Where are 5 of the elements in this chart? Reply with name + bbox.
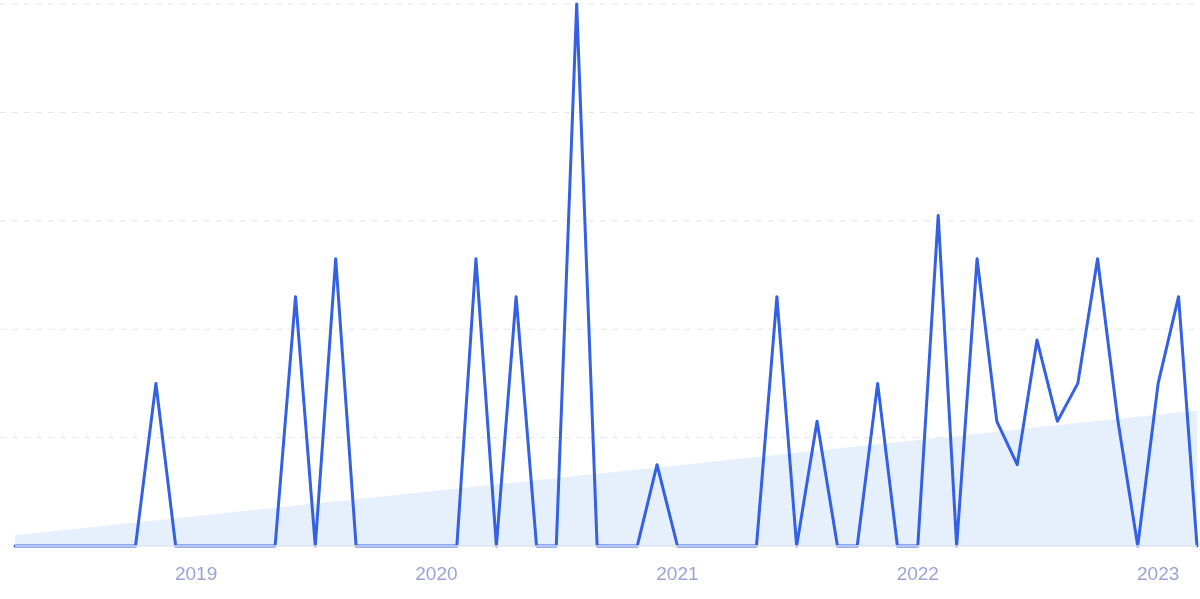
x-tick-label: 2021 <box>656 563 699 584</box>
x-tick-label: 2019 <box>174 563 218 584</box>
x-tick-label: 2020 <box>415 563 458 584</box>
x-tick-label: 2023 <box>1137 563 1180 584</box>
x-tick-label: 2022 <box>896 563 939 584</box>
